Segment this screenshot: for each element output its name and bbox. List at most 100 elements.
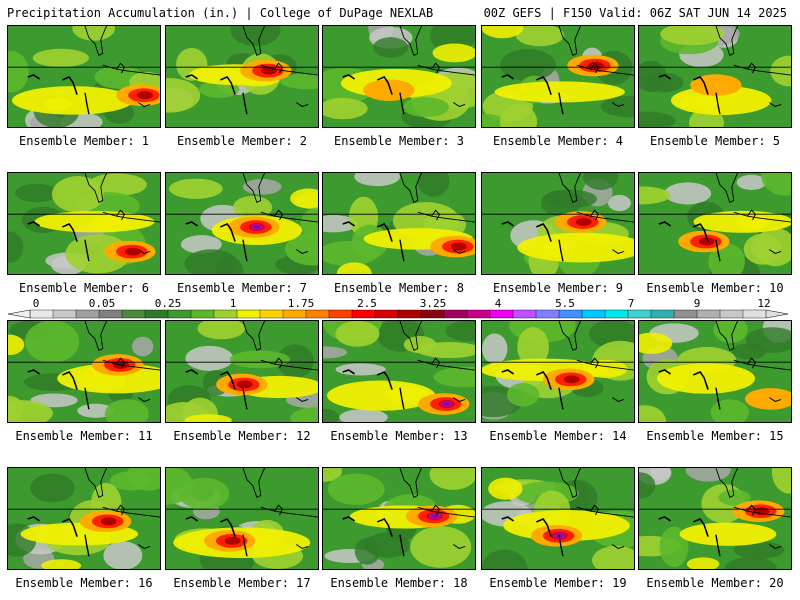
ensemble-member-label: Ensemble Member: 16 — [15, 576, 153, 590]
colorbar-swatch — [259, 309, 284, 319]
ensemble-member-map — [7, 467, 161, 570]
colorbar-swatch — [512, 309, 537, 319]
colorbar-swatch — [236, 309, 261, 319]
colorbar-swatch — [581, 309, 606, 319]
colorbar-swatch — [305, 309, 330, 319]
colorbar-swatch — [374, 309, 399, 319]
precip-field — [639, 26, 791, 127]
ensemble-member-map — [322, 320, 476, 423]
ensemble-member-map — [481, 320, 635, 423]
header-title-left: Precipitation Accumulation (in.) | Colle… — [7, 6, 434, 20]
colorbar-min-arrow — [8, 309, 31, 319]
precip-field — [166, 26, 318, 127]
colorbar-tick-label: 0 — [32, 297, 40, 310]
colorbar-swatch — [328, 309, 353, 319]
precip-field — [482, 26, 634, 127]
ensemble-member-map — [165, 25, 319, 128]
ensemble-member-map — [638, 25, 792, 128]
colorbar-swatch — [29, 309, 54, 319]
header-title-right: 00Z GEFS | F150 Valid: 06Z SAT JUN 14 20… — [483, 6, 787, 20]
ensemble-member-label: Ensemble Member: 8 — [333, 281, 465, 295]
ensemble-member-label: Ensemble Member: 6 — [18, 281, 150, 295]
precip-field — [8, 321, 160, 422]
ensemble-member-label: Ensemble Member: 4 — [492, 134, 624, 148]
colorbar-tick-label: 2.5 — [357, 297, 377, 310]
ensemble-member-label: Ensemble Member: 15 — [646, 429, 784, 443]
colorbar-swatch — [466, 309, 491, 319]
ensemble-member-map — [322, 172, 476, 275]
colorbar-swatch — [75, 309, 100, 319]
precip-field — [8, 468, 160, 569]
ensemble-member-label: Ensemble Member: 7 — [176, 281, 308, 295]
ensemble-member-label: Ensemble Member: 1 — [18, 134, 150, 148]
colorbar-tick-label: 12 — [757, 297, 771, 310]
colorbar-swatch — [489, 309, 514, 319]
colorbar-swatch — [443, 309, 468, 319]
precip-field — [323, 26, 475, 127]
precip-field — [8, 173, 160, 274]
colorbar-tick-label: 1.75 — [287, 297, 315, 310]
ensemble-member-label: Ensemble Member: 12 — [173, 429, 311, 443]
ensemble-member-label: Ensemble Member: 2 — [176, 134, 308, 148]
ensemble-member-label: Ensemble Member: 19 — [489, 576, 627, 590]
colorbar-tick-label: 5.5 — [555, 297, 575, 310]
precip-field — [323, 173, 475, 274]
colorbar-tick-label: 0.25 — [154, 297, 182, 310]
ensemble-member-map — [481, 25, 635, 128]
ensemble-member-label: Ensemble Member: 14 — [489, 429, 627, 443]
ensemble-member-label: Ensemble Member: 17 — [173, 576, 311, 590]
ensemble-member-map — [322, 25, 476, 128]
colorbar-swatch — [167, 309, 192, 319]
ensemble-member-map — [638, 172, 792, 275]
precip-field — [482, 173, 634, 274]
precip-field — [8, 26, 160, 127]
colorbar-tick-label: 7 — [627, 297, 635, 310]
colorbar-swatch — [420, 309, 445, 319]
ensemble-member-map — [165, 320, 319, 423]
ensemble-member-map — [322, 467, 476, 570]
ensemble-member-map — [481, 467, 635, 570]
precip-field — [639, 321, 791, 422]
precip-field — [482, 468, 634, 569]
ensemble-member-map — [7, 25, 161, 128]
ensemble-member-map — [165, 467, 319, 570]
colorbar-swatch — [98, 309, 123, 319]
precip-field — [166, 321, 318, 422]
precip-field — [166, 468, 318, 569]
precip-field — [639, 468, 791, 569]
colorbar-swatch — [144, 309, 169, 319]
ensemble-member-label: Ensemble Member: 13 — [330, 429, 468, 443]
colorbar-swatch — [627, 309, 652, 319]
colorbar-swatch — [190, 309, 215, 319]
colorbar-swatch — [742, 309, 767, 319]
precip-field — [166, 173, 318, 274]
colorbar-swatch — [673, 309, 698, 319]
ensemble-member-label: Ensemble Member: 11 — [15, 429, 153, 443]
ensemble-member-map — [7, 320, 161, 423]
colorbar-max-arrow — [765, 309, 788, 319]
colorbar-swatch — [604, 309, 629, 319]
ensemble-member-map — [165, 172, 319, 275]
precip-field — [323, 468, 475, 569]
colorbar-swatch — [650, 309, 675, 319]
colorbar-tick-label: 9 — [693, 297, 701, 310]
colorbar-swatch — [213, 309, 238, 319]
colorbar-swatch — [558, 309, 583, 319]
colorbar-tick-label: 4 — [494, 297, 502, 310]
colorbar-swatch — [696, 309, 721, 319]
ensemble-member-label: Ensemble Member: 20 — [646, 576, 784, 590]
colorbar-tick-label: 3.25 — [419, 297, 447, 310]
ensemble-member-map — [638, 467, 792, 570]
colorbar-swatch — [397, 309, 422, 319]
colorbar-swatch — [535, 309, 560, 319]
colorbar-swatch — [351, 309, 376, 319]
colorbar-swatch — [52, 309, 77, 319]
ensemble-member-map — [481, 172, 635, 275]
colorbar — [8, 309, 788, 319]
colorbar-swatch — [719, 309, 744, 319]
precip-field — [323, 321, 475, 422]
colorbar-swatch — [282, 309, 307, 319]
ensemble-member-label: Ensemble Member: 9 — [492, 281, 624, 295]
colorbar-swatch — [121, 309, 146, 319]
colorbar-tick-label: 1 — [229, 297, 237, 310]
